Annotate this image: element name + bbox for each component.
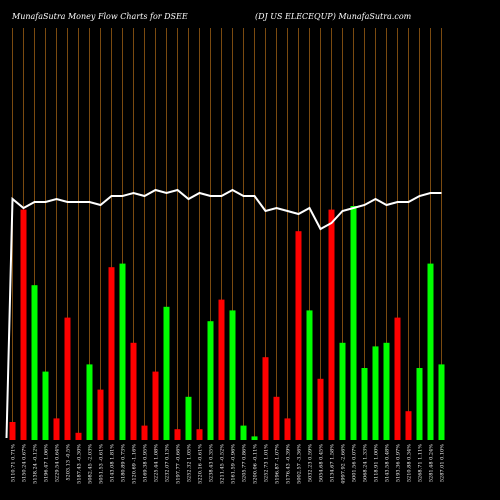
volume-bar: [229, 310, 236, 440]
volume-bar: [273, 396, 280, 440]
volume-bar: [9, 422, 16, 440]
x-tick-label: 5187.43 -0.30%: [77, 444, 83, 484]
volume-bar: [262, 357, 269, 440]
x-tick-label: 5211.45 -0.52%: [220, 444, 226, 484]
volume-bar: [383, 342, 390, 440]
volume-bar: [152, 371, 159, 440]
x-tick-label: 5118.91 1.00%: [374, 444, 380, 482]
x-tick-label: 5082.45 -2.03%: [88, 444, 94, 484]
x-tick-label: 5210.88 0.34%: [407, 444, 413, 482]
x-tick-label: 4997.92 -2.66%: [341, 444, 347, 484]
volume-bar: [141, 425, 148, 440]
volume-bar: [394, 317, 401, 440]
x-tick-label: 5001.56 0.07%: [352, 444, 358, 482]
chart-title: MunafaSutra Money Flow Charts for DSEE: [11, 12, 188, 21]
x-tick-label: 5180.89 0.73%: [121, 444, 127, 482]
x-tick-label: 5196.47 1.06%: [44, 444, 50, 482]
x-tick-label: 5252.73 1.01%: [264, 444, 270, 482]
volume-bar: [20, 209, 27, 440]
chart-source: (DJ US ELECEQUP) MunafaSutra.com: [255, 12, 412, 21]
x-tick-label: 5143.08 1.81%: [110, 444, 116, 482]
volume-bar: [174, 429, 181, 440]
x-tick-label: 5150.24 0.67%: [22, 444, 28, 482]
volume-bar: [416, 368, 423, 440]
x-tick-label: 5161.59 -0.96%: [231, 444, 237, 484]
x-tick-label: 5068.24 1.33%: [363, 444, 369, 482]
x-tick-label: 5032.23 0.59%: [308, 444, 314, 482]
volume-bars: [9, 206, 445, 440]
x-tick-label: 5197.77 -0.66%: [176, 444, 182, 484]
x-axis-labels: 5110.71 0.71% 5150.24 0.67% 5138.24 -0.12%…: [11, 444, 446, 484]
volume-bar: [97, 389, 104, 440]
volume-bar: [163, 306, 170, 440]
volume-bar: [86, 364, 93, 440]
x-tick-label: 5196.87 -1.07%: [275, 444, 281, 484]
volume-bar: [427, 263, 434, 440]
volume-bar: [372, 346, 379, 440]
volume-bar: [328, 209, 335, 440]
volume-bar: [339, 342, 346, 440]
volume-bar: [64, 317, 71, 440]
volume-bar: [295, 231, 302, 440]
x-tick-label: 5287.01 0.10%: [440, 444, 446, 482]
volume-bar: [438, 364, 445, 440]
volume-bar: [53, 418, 60, 440]
x-tick-label: 5238.43 0.35%: [209, 444, 215, 482]
x-tick-label: 5229.54 0.64%: [55, 444, 61, 482]
x-tick-label: 5143.58 0.48%: [385, 444, 391, 482]
volume-bar: [218, 299, 225, 440]
money-flow-line: [5, 188, 442, 439]
x-tick-label: 5110.71 0.71%: [11, 444, 17, 482]
volume-bar: [196, 429, 203, 440]
x-tick-label: 5205.77 0.86%: [242, 444, 248, 482]
volume-bar: [350, 206, 357, 440]
x-tick-label: 5134.67 1.58%: [330, 444, 336, 482]
volume-bar: [306, 310, 313, 440]
volume-bar: [31, 285, 38, 440]
x-tick-label: 5252.32 1.05%: [187, 444, 193, 482]
x-tick-label: 5200.06 -0.11%: [253, 444, 259, 484]
volume-bar: [240, 425, 247, 440]
x-tick-label: 5169.38 0.95%: [143, 444, 149, 482]
volume-bar: [119, 263, 126, 440]
volume-bar: [108, 267, 115, 440]
volume-bar: [42, 371, 49, 440]
volume-bar: [405, 411, 412, 440]
volume-bar: [207, 321, 214, 440]
x-tick-label: 5051.53 -0.61%: [99, 444, 105, 484]
x-tick-label: 5268.71 1.11%: [418, 444, 424, 482]
volume-bar: [185, 396, 192, 440]
volume-bar: [130, 342, 137, 440]
x-tick-label: 5220.16 -0.61%: [198, 444, 204, 484]
x-tick-label: 5203.13 -0.5%: [66, 444, 72, 481]
volume-bar: [251, 436, 258, 440]
x-tick-label: 5054.68 0.45%: [319, 444, 325, 482]
x-tick-label: 5002.57 -3.36%: [297, 444, 303, 484]
x-tick-label: 5232.07 0.13%: [165, 444, 171, 482]
volume-bar: [284, 418, 291, 440]
x-tick-label: 5138.24 -0.12%: [33, 444, 39, 484]
volume-bar: [361, 368, 368, 440]
x-tick-label: 5225.44 1.08%: [154, 444, 160, 482]
x-tick-label: 5193.36 0.97%: [396, 444, 402, 482]
volume-bar: [317, 378, 324, 440]
volume-bar: [75, 432, 82, 440]
x-tick-label: 5176.43 -0.39%: [286, 444, 292, 484]
x-tick-label: 5281.48 0.24%: [429, 444, 435, 482]
x-tick-label: 5120.69 -1.16%: [132, 444, 138, 484]
